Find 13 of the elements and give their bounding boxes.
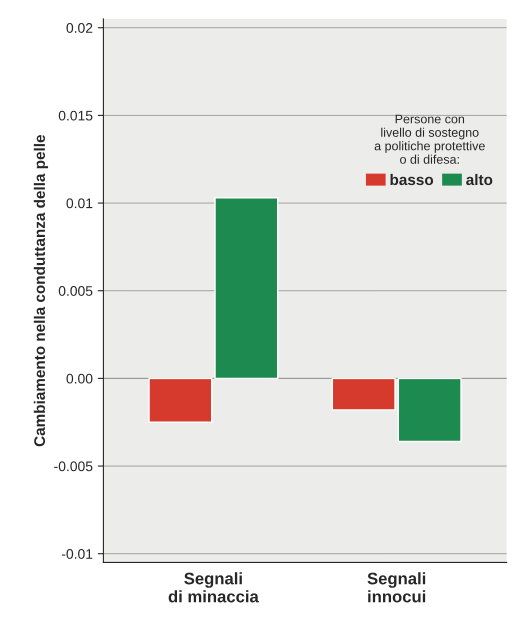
y-tick-label: 0.01 bbox=[66, 198, 92, 208]
legend-title: Persone con livello di sostegno a politiche protettive o di difesa: bbox=[374, 114, 485, 164]
legend-label: basso bbox=[390, 174, 434, 186]
x-tick-label: Segnali di minaccia bbox=[168, 572, 259, 602]
x-tick-label: Segnali innocui bbox=[368, 572, 426, 602]
y-tick-label: -0.005 bbox=[54, 461, 92, 472]
y-tick-label: 0.015 bbox=[58, 110, 92, 121]
y-tick-label: 0.005 bbox=[58, 286, 92, 296]
y-tick-label: 0.00 bbox=[66, 374, 92, 384]
y-tick-label: 0.02 bbox=[66, 23, 92, 33]
legend-label: alto bbox=[466, 174, 492, 186]
y-tick-label: -0.01 bbox=[62, 549, 92, 559]
y-axis-title: Cambiamento nella conduttanza della pelle bbox=[34, 135, 48, 446]
